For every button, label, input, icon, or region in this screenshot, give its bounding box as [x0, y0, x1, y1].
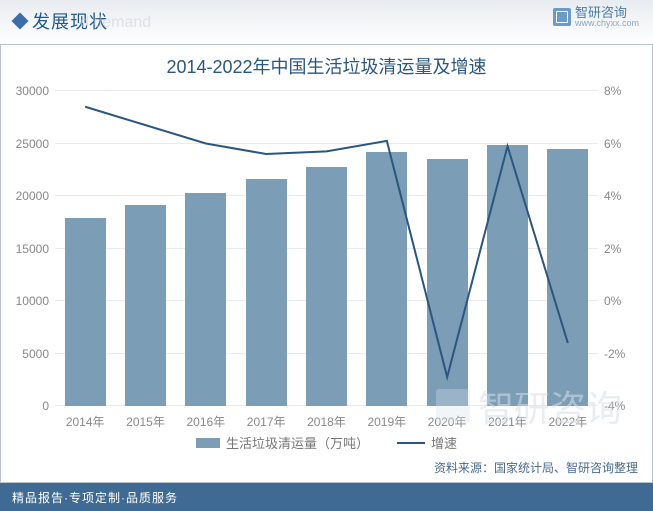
bar-slot — [176, 91, 236, 406]
x-label: 2019年 — [357, 413, 417, 430]
brand: 智研咨询 www.chyxx.com — [553, 6, 639, 28]
header: 发展现状 d demand 智研咨询 www.chyxx.com — [0, 0, 653, 44]
legend-item-bar: 生活垃圾清运量（万吨） — [196, 433, 369, 452]
y-left-tick: 15000 — [16, 242, 49, 256]
bar — [427, 159, 468, 406]
y-right-tick: 8% — [604, 84, 621, 98]
y-right-tick: 2% — [604, 242, 621, 256]
bar-slot — [357, 91, 417, 406]
ghost-text: d demand — [80, 14, 151, 32]
bar — [306, 167, 347, 406]
legend-line-label: 增速 — [431, 433, 457, 452]
x-label: 2014年 — [55, 413, 115, 430]
y-right-tick: -4% — [604, 399, 625, 413]
chart-area: 2014-2022年中国生活垃圾清运量及增速 0 5000 10000 15000 20… — [0, 44, 653, 483]
bar — [366, 152, 407, 406]
bar — [487, 145, 528, 406]
y-left-tick: 20000 — [16, 189, 49, 203]
plot: 050001000015000200002500030000 -4%-2%0%2… — [1, 91, 652, 406]
bar-slot — [55, 91, 115, 406]
y-right-tick: 4% — [604, 189, 621, 203]
bar-slot — [236, 91, 296, 406]
bar — [185, 193, 226, 406]
y-axis-right: -4%-2%0%2%4%6%8% — [598, 91, 652, 406]
x-label: 2018年 — [296, 413, 356, 430]
y-left-tick: 10000 — [16, 294, 49, 308]
chart-title: 2014-2022年中国生活垃圾清运量及增速 — [1, 45, 652, 83]
x-label: 2021年 — [477, 413, 537, 430]
bar — [246, 179, 287, 406]
x-label: 2020年 — [417, 413, 477, 430]
y-left-tick: 30000 — [16, 84, 49, 98]
brand-logo-icon — [553, 8, 571, 26]
bar-slot — [115, 91, 175, 406]
legend-item-line: 增速 — [397, 433, 457, 452]
x-label: 2017年 — [236, 413, 296, 430]
bar-slot — [538, 91, 598, 406]
bar — [547, 149, 588, 406]
bars-row — [55, 91, 598, 406]
x-axis-labels: 2014年2015年2016年2017年2018年2019年2020年2021年… — [55, 413, 598, 430]
x-label: 2015年 — [115, 413, 175, 430]
legend: 生活垃圾清运量（万吨） 增速 — [1, 433, 652, 452]
y-left-tick: 0 — [42, 399, 49, 413]
y-right-tick: 0% — [604, 294, 621, 308]
legend-bar-label: 生活垃圾清运量（万吨） — [226, 433, 369, 452]
y-right-tick: 6% — [604, 137, 621, 151]
diamond-icon — [12, 13, 29, 30]
bar-slot — [477, 91, 537, 406]
legend-line-icon — [397, 442, 425, 444]
bar — [125, 205, 166, 406]
y-left-tick: 25000 — [16, 137, 49, 151]
bar-slot — [417, 91, 477, 406]
y-right-tick: -2% — [604, 347, 625, 361]
source: 资料来源：国家统计局、智研咨询整理 — [434, 459, 638, 476]
bar-slot — [296, 91, 356, 406]
bar — [65, 218, 106, 406]
grid-area — [55, 91, 598, 406]
x-label: 2016年 — [176, 413, 236, 430]
y-left-tick: 5000 — [22, 347, 49, 361]
x-label: 2022年 — [538, 413, 598, 430]
legend-bar-icon — [196, 438, 220, 448]
brand-url: www.chyxx.com — [575, 19, 639, 28]
y-axis-left: 050001000015000200002500030000 — [1, 91, 55, 406]
footer: 精品报告·专项定制·品质服务 — [0, 483, 653, 511]
